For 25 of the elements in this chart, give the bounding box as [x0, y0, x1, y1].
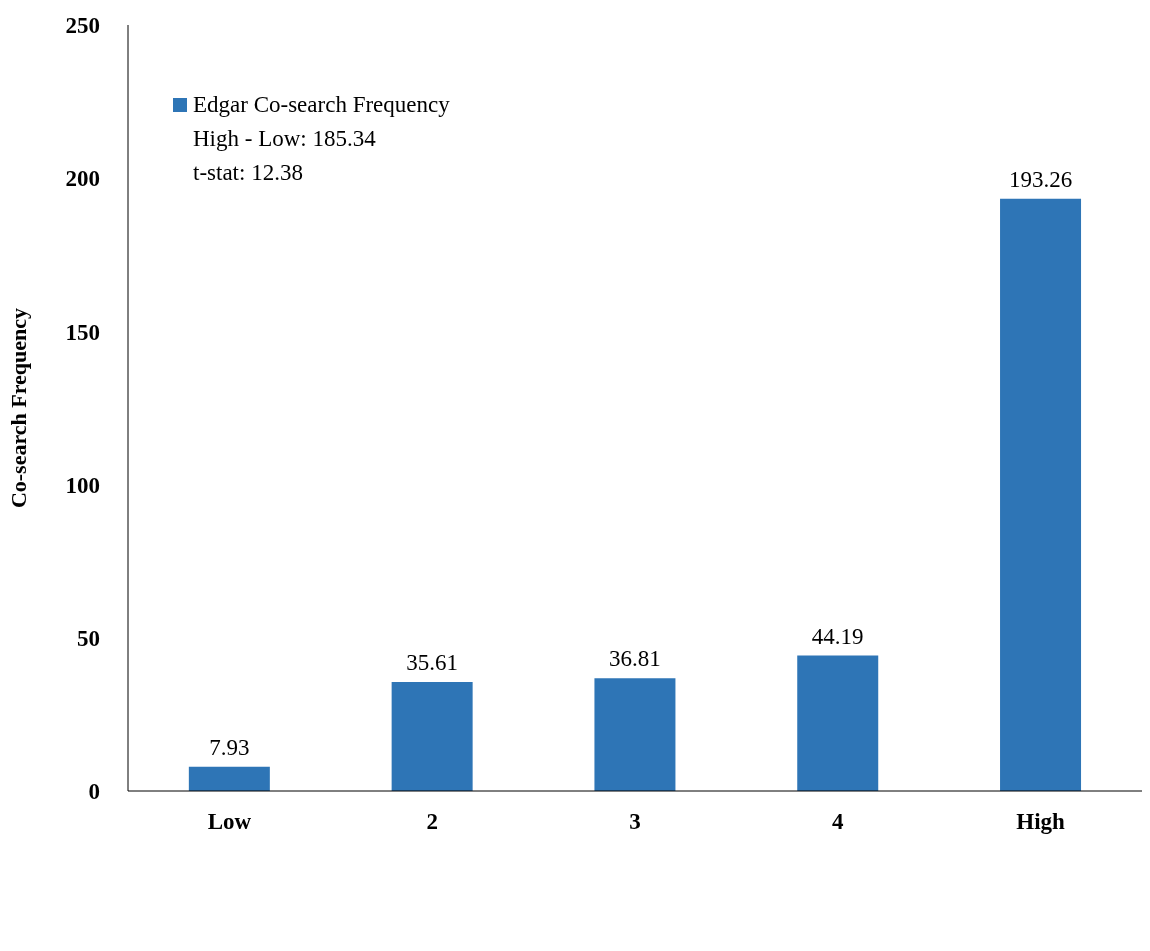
bar [391, 681, 473, 791]
y-axis-title: Co-search Frequency [5, 307, 31, 509]
data-label: 44.19 [811, 623, 864, 649]
data-label: 36.81 [609, 646, 661, 672]
data-label: 193.26 [1008, 166, 1073, 192]
x-tick-label: 2 [426, 809, 438, 835]
data-label: 7.93 [209, 734, 250, 760]
y-tick-label: 100 [65, 472, 100, 498]
y-tick-label: 50 [77, 625, 100, 651]
bar [1000, 198, 1082, 791]
y-tick-label: 150 [65, 319, 100, 345]
annotation: High - Low: 185.34 [192, 125, 377, 153]
y-tick-label: 0 [88, 779, 100, 805]
x-tick-label: 3 [629, 809, 641, 835]
x-tick-label: High [1016, 809, 1066, 835]
annotation: t-stat: 12.38 [193, 160, 303, 185]
bar [797, 655, 879, 791]
bar [188, 766, 270, 791]
y-tick-label: 200 [65, 166, 100, 192]
data-label: 35.61 [406, 649, 459, 675]
bar [594, 678, 676, 791]
x-tick-label: Low [207, 809, 252, 835]
legend-label: Edgar Co-search Frequency [193, 91, 450, 119]
y-tick-label: 250 [65, 13, 100, 39]
x-tick-label: 4 [832, 809, 845, 835]
